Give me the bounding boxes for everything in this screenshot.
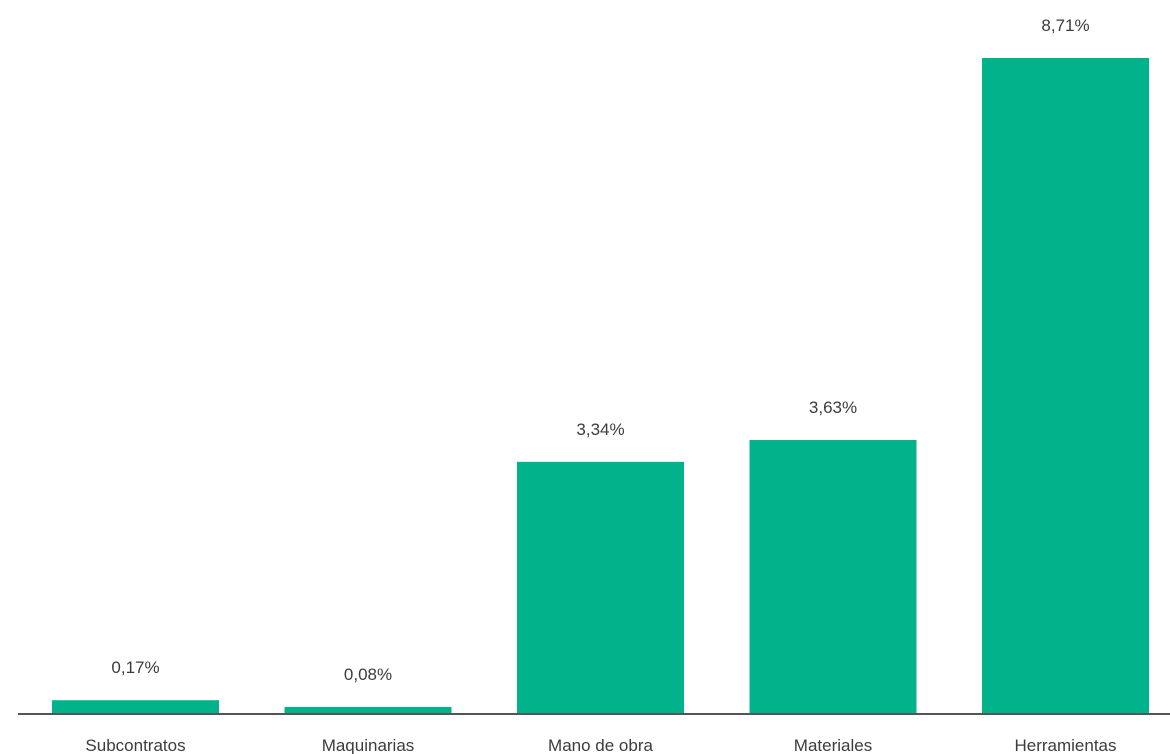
data-label: 0,08% <box>344 665 392 684</box>
bars-layer <box>52 58 1149 713</box>
x-tick-label: Subcontratos <box>85 736 185 754</box>
data-label: 8,71% <box>1041 16 1089 35</box>
bar-herramientas <box>982 58 1149 713</box>
bar-maquinarias <box>284 706 452 713</box>
bar-materiales <box>749 440 917 713</box>
x-tick-labels-layer: Subcontratos Maquinarias Mano de obra Mater… <box>85 736 1116 754</box>
x-tick-label: Mano de obra <box>548 736 653 754</box>
x-tick-label: Maquinarias <box>322 736 415 754</box>
data-label: 0,17% <box>111 658 159 677</box>
x-tick-label: Materiales <box>794 736 872 754</box>
data-label: 3,34% <box>576 420 624 439</box>
bar-subcontratos <box>52 700 219 713</box>
x-tick-label: Herramientas <box>1014 736 1116 754</box>
data-label: 3,63% <box>809 398 857 417</box>
data-labels-layer: 0,17% 0,08% 3,34% 3,63% 8,71% <box>111 16 1089 684</box>
bar-mano-de-obra <box>517 461 684 713</box>
